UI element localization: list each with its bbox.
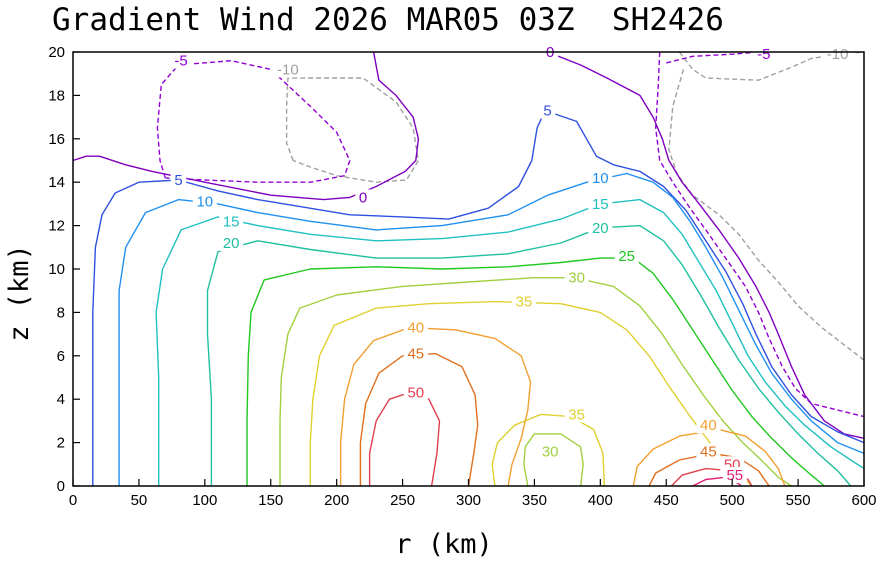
contour-label--5: -5 (757, 46, 770, 63)
contour-label-bg (170, 172, 187, 188)
contour-label-10: 10 (196, 194, 213, 211)
contour-label-bg (271, 61, 305, 78)
contour-line--5-0 (156, 60, 351, 183)
y-axis: 0 2 4 6 8 10 12 14 16 18 20 (48, 44, 80, 495)
contour-line-5-0 (92, 109, 865, 486)
contour-line-40-0 (339, 326, 532, 487)
contour-label-bg (696, 443, 721, 460)
y-tick-label: 2 (57, 435, 65, 452)
y-tick-label: 0 (57, 478, 65, 495)
x-tick-label: 200 (324, 492, 349, 509)
contour-line-45-0 (359, 352, 479, 487)
contour-label-bg (722, 467, 747, 484)
contour-label-bg (169, 52, 194, 69)
contour-label-bg (403, 319, 428, 336)
contour-label-bg (564, 269, 589, 286)
contour-label-45: 45 (700, 443, 717, 460)
y-tick-label: 20 (48, 44, 65, 61)
contour-label-bg (751, 46, 776, 63)
contour-label--10: -10 (827, 46, 849, 63)
contour-line-0-1 (547, 51, 865, 439)
x-tick-label: 250 (390, 492, 415, 509)
y-tick-label: 16 (48, 131, 65, 148)
contour-label-25: 25 (618, 248, 635, 265)
contour-label-35: 35 (516, 294, 533, 311)
contour-labels: -10-10-5 -5005510101515202025303035354040… (169, 44, 854, 484)
contour-label-40: 40 (700, 417, 717, 434)
contour-line-10-0 (118, 172, 865, 486)
contour-label-bg (355, 189, 371, 206)
contour-label-45: 45 (407, 346, 424, 363)
contour-line-50-0 (368, 392, 441, 487)
contour-label-bg (403, 384, 428, 401)
contour-line-50-1 (670, 467, 753, 487)
contour-line-30-0 (279, 277, 792, 487)
contour-label-bg (588, 195, 613, 212)
y-tick-label: 12 (48, 218, 65, 235)
x-tick-label: 500 (720, 492, 745, 509)
x-axis-label: r (km) (395, 529, 493, 560)
contour-label-30: 30 (542, 443, 559, 460)
contour-label-10: 10 (592, 170, 609, 187)
x-tick-label: 450 (654, 492, 679, 509)
contour-label-15: 15 (223, 213, 240, 230)
y-tick-label: 18 (48, 87, 65, 104)
contour-label-35: 35 (568, 406, 585, 423)
contour-label-20: 20 (223, 235, 240, 252)
contour-line-20-0 (206, 224, 852, 487)
contour-label-5: 5 (543, 103, 551, 120)
contour-label-bg (588, 169, 613, 186)
contour-label-40: 40 (407, 320, 424, 337)
contour-label-bg (538, 443, 563, 460)
contour-label--10: -10 (277, 61, 299, 78)
x-tick-label: 150 (258, 492, 283, 509)
contour-label-5: 5 (174, 172, 182, 189)
y-axis-label: z (km) (4, 244, 35, 342)
contour-label-bg (539, 102, 556, 119)
y-tick-label: 8 (57, 304, 65, 321)
contour-label-bg (219, 213, 244, 230)
y-tick-label: 10 (48, 261, 65, 278)
contour-line-15-0 (155, 198, 865, 486)
y-tick-label: 14 (48, 174, 65, 191)
contour-label-bg (219, 235, 244, 251)
contour-label-bg (192, 193, 217, 210)
x-axis: 0 50 100 150 200 250 300 350 400 450 500 550 600 (69, 479, 877, 509)
x-tick-label: 50 (131, 492, 148, 509)
x-tick-label: 0 (69, 492, 77, 509)
contour-label-15: 15 (592, 196, 609, 213)
contour-line-25-0 (246, 257, 825, 487)
x-tick-label: 600 (851, 492, 876, 509)
contour-label-30: 30 (568, 270, 585, 287)
contour-label-bg (588, 219, 613, 236)
contour-lines (72, 51, 865, 487)
x-tick-label: 300 (456, 492, 481, 509)
contour-label-55: 55 (726, 467, 743, 484)
contour-line-35-1 (491, 413, 605, 487)
x-tick-label: 100 (192, 492, 217, 509)
contour-label-bg (511, 293, 536, 310)
contour-label-20: 20 (592, 220, 609, 237)
contour-line-30-1 (523, 433, 584, 487)
contour-label-0: 0 (359, 189, 367, 206)
contour-line--10-0 (285, 77, 420, 183)
contour-label-bg (696, 417, 721, 434)
contour-label-bg (614, 248, 639, 264)
x-tick-label: 400 (588, 492, 613, 509)
contour-label-50: 50 (407, 385, 424, 402)
x-tick-label: 350 (522, 492, 547, 509)
contour-line--5-1 (655, 51, 865, 418)
contour-line--10-2 (668, 69, 865, 361)
y-tick-label: 4 (57, 391, 65, 408)
contour-line-0-0 (72, 51, 420, 201)
contour-label-bg (821, 46, 854, 63)
x-tick-label: 550 (786, 492, 811, 509)
contour-label-bg (403, 345, 428, 362)
y-tick-label: 6 (57, 348, 65, 365)
chart-title: Gradient Wind 2026 MAR05 03Z SH2426 (52, 2, 724, 38)
contour-label-bg (564, 406, 589, 423)
contour-label--5: -5 (174, 53, 187, 70)
